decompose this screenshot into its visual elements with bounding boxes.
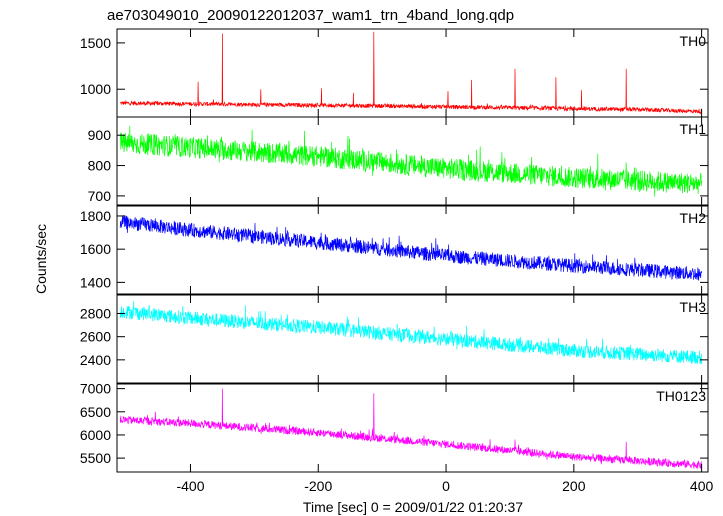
panels-group: 1000 1500 TH0 700 800 900 TH1 1400 1600 1800 TH2 24…	[80, 28, 714, 494]
series-line-th1	[119, 125, 702, 197]
y-tick-label: 2800	[80, 306, 111, 322]
panel-frame	[116, 205, 709, 295]
x-axis-label: Time [sec] 0 = 2009/01/22 01:20:37	[303, 499, 523, 515]
y-tick-label: 7000	[80, 381, 111, 397]
panel-label: TH0123	[656, 388, 706, 404]
y-tick-label: 5500	[80, 450, 111, 466]
y-tick-label: 6000	[80, 427, 111, 443]
panel-th0: 1000 1500 TH0	[80, 28, 709, 118]
y-tick-label: 1400	[80, 274, 111, 290]
y-tick-label: 900	[88, 127, 112, 143]
y-tick-label: 2400	[80, 352, 111, 368]
y-tick-label: 800	[88, 158, 112, 174]
panel-frame	[116, 383, 709, 473]
x-tick-label: 400	[690, 478, 714, 494]
y-tick-label: 1600	[80, 241, 111, 257]
panel-label: TH1	[680, 121, 707, 137]
x-tick-label: -200	[304, 478, 332, 494]
x-tick-label: 0	[442, 478, 450, 494]
series-line-th2	[119, 215, 702, 281]
panel-label: TH3	[680, 299, 707, 315]
y-tick-label: 1800	[80, 208, 111, 224]
series-line-th0	[120, 31, 702, 115]
panel-th3: 2400 2600 2800 TH3	[80, 294, 709, 384]
series-line-th3	[119, 301, 702, 365]
chart-title: ae703049010_20090122012037_wam1_trn_4ban…	[107, 7, 514, 24]
series-line-th0123	[119, 388, 702, 470]
panel-label: TH2	[680, 210, 707, 226]
y-axis-label: Counts/sec	[33, 224, 49, 294]
x-tick-label: 200	[562, 478, 586, 494]
y-tick-label: 1000	[80, 81, 111, 97]
y-tick-label: 6500	[80, 404, 111, 420]
panel-th1: 700 800 900 TH1	[88, 116, 709, 206]
x-tick-label: -400	[176, 478, 204, 494]
panel-label: TH0	[680, 33, 707, 49]
y-tick-label: 2600	[80, 329, 111, 345]
panel-th2: 1400 1600 1800 TH2	[80, 205, 709, 295]
panel-frame	[116, 294, 709, 384]
panel-th0123: 5500 6000 6500 7000 TH0123	[80, 381, 709, 473]
y-tick-label: 1500	[80, 35, 111, 51]
panel-frame	[116, 116, 709, 206]
y-tick-label: 700	[88, 188, 112, 204]
